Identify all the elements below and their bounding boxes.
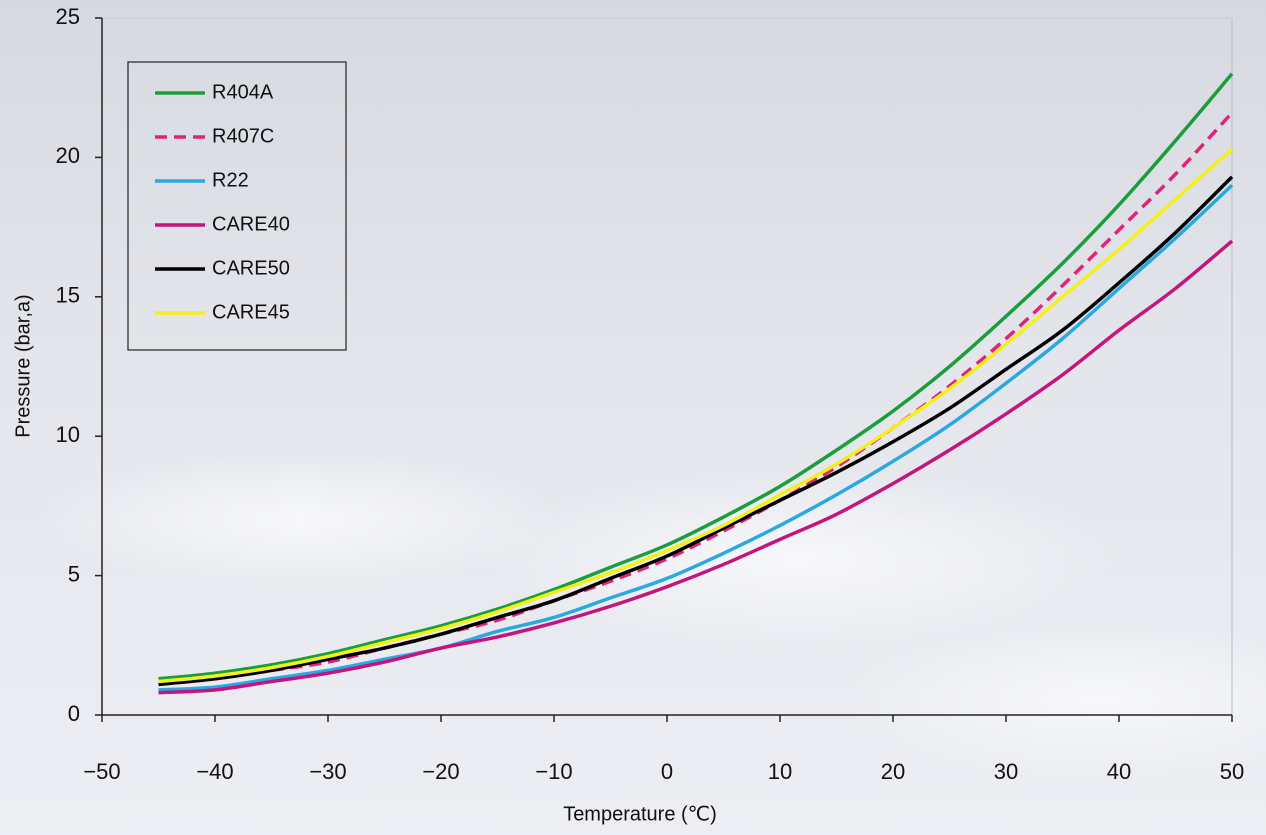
x-tick-label: −40	[196, 759, 233, 784]
legend-label: CARE40	[212, 213, 290, 235]
y-tick-label: 20	[56, 143, 80, 168]
legend-label: CARE50	[212, 257, 290, 279]
y-tick-label: 5	[68, 561, 80, 586]
x-tick-label: 10	[768, 759, 792, 784]
y-tick-label: 25	[56, 4, 80, 29]
y-axis-title: Pressure (bar,a)	[12, 294, 34, 437]
x-tick-label: −50	[83, 759, 120, 784]
page: {"chart_data": {"type": "line", "x_label…	[0, 0, 1266, 835]
legend-label: CARE45	[212, 301, 290, 323]
x-tick-label: 50	[1220, 759, 1244, 784]
x-tick-label: 0	[661, 759, 673, 784]
snow-drift	[480, 470, 1120, 650]
chart: Temperature (℃) Pressure (bar,a) 0 5 10 15 2…	[0, 0, 1266, 835]
y-tick-label: 15	[56, 283, 80, 308]
x-tick-label: −10	[535, 759, 572, 784]
x-tick-label: −20	[422, 759, 459, 784]
y-tick-label: 10	[56, 422, 80, 447]
x-axis-title: Temperature (℃)	[563, 803, 717, 825]
x-tick-label: −30	[309, 759, 346, 784]
legend-label: R404A	[212, 81, 274, 103]
x-tick-label: 20	[881, 759, 905, 784]
x-tick-label: 30	[994, 759, 1018, 784]
x-tick-label: 40	[1107, 759, 1131, 784]
legend-label: R22	[212, 169, 249, 191]
y-tick-label: 0	[68, 701, 80, 726]
legend-label: R407C	[212, 125, 274, 147]
